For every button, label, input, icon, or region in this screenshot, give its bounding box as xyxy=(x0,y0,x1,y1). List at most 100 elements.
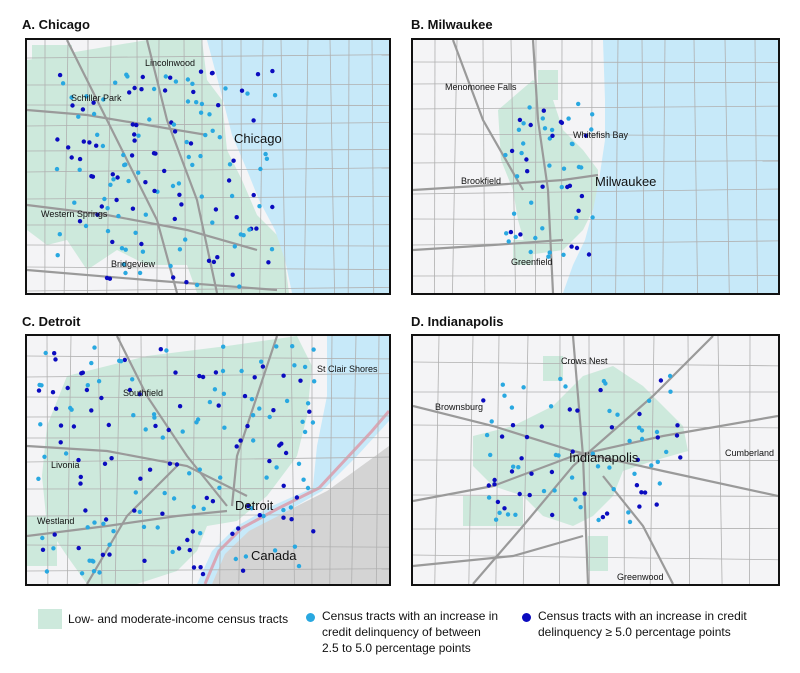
street xyxy=(452,40,458,293)
street xyxy=(27,456,389,463)
tract-dot-high xyxy=(198,69,204,74)
legend-lmi-label: Low- and moderate-income census tracts xyxy=(68,612,289,626)
tract-dot-mid xyxy=(198,110,204,115)
legend-lmi-swatch xyxy=(38,609,62,629)
tract-dot-mid xyxy=(657,481,662,486)
tract-dot-high xyxy=(215,255,220,260)
tract-dot-mid xyxy=(521,141,526,146)
tract-dot-mid xyxy=(155,525,160,530)
tract-dot-high xyxy=(550,512,555,518)
tract-dot-mid xyxy=(542,126,548,131)
label-city-indianapolis: Indianapolis xyxy=(569,450,639,465)
tract-dot-mid xyxy=(102,196,107,202)
tract-dot-mid xyxy=(257,204,262,209)
tract-dot-high xyxy=(84,387,90,393)
tract-dot-high xyxy=(171,275,176,280)
street xyxy=(413,188,778,195)
legend-high-line1: Census tracts with an increase in credit xyxy=(538,609,747,623)
tract-dot-high xyxy=(40,547,46,552)
tract-dot-mid xyxy=(183,237,188,242)
tract-dot-mid xyxy=(574,215,579,220)
panel-title-detroit: C. Detroit xyxy=(22,314,81,329)
tract-dot-mid xyxy=(258,166,263,172)
tract-dot-mid xyxy=(133,490,138,495)
label-st-clair-shores: St Clair Shores xyxy=(317,364,378,374)
tract-dot-mid xyxy=(141,524,147,530)
tract-dot-mid xyxy=(180,429,185,434)
panel-title-chicago: A. Chicago xyxy=(22,17,90,32)
tract-dot-high xyxy=(541,108,546,113)
tract-dot-high xyxy=(160,511,165,516)
tract-dot-mid xyxy=(117,358,122,363)
tract-dot-mid xyxy=(87,558,92,563)
tract-dot-high xyxy=(122,357,128,363)
label-western-springs: Western Springs xyxy=(41,209,108,219)
tract-dot-high xyxy=(191,565,197,570)
tract-dot-mid xyxy=(302,364,308,370)
street xyxy=(140,336,144,584)
tract-dot-mid xyxy=(547,250,552,255)
street xyxy=(27,373,389,378)
tract-dot-high xyxy=(70,103,75,108)
street xyxy=(27,513,389,517)
street xyxy=(240,40,243,293)
tract-dot-mid xyxy=(177,247,183,252)
tract-dot-mid xyxy=(171,496,177,501)
label-whitefish-bay: Whitefish Bay xyxy=(573,130,629,140)
tract-dot-high xyxy=(106,422,112,428)
tract-dot-mid xyxy=(288,505,294,510)
panel-title-milwaukee: B. Milwaukee xyxy=(411,17,493,32)
tract-dot-mid xyxy=(589,127,594,132)
tract-dot-high xyxy=(76,545,81,551)
street xyxy=(482,40,486,293)
tract-dot-mid xyxy=(503,152,508,158)
detroit-river xyxy=(197,406,389,584)
tract-dot-mid xyxy=(229,193,235,199)
label-westland: Westland xyxy=(37,516,75,526)
tract-dot-high xyxy=(527,492,532,498)
tract-dot-high xyxy=(574,245,580,251)
tract-dot-high xyxy=(188,141,194,146)
tract-dot-high xyxy=(94,143,99,148)
tract-dot-high xyxy=(549,469,555,475)
tract-dot-high xyxy=(281,373,286,378)
tract-dot-high xyxy=(524,434,530,440)
tract-dot-mid xyxy=(147,117,152,122)
tract-dot-mid xyxy=(533,235,538,241)
street xyxy=(413,361,778,367)
tract-dot-high xyxy=(191,89,196,95)
tract-dot-mid xyxy=(111,177,116,182)
tract-dot-mid xyxy=(221,391,227,396)
tract-dot-mid xyxy=(516,127,522,132)
tract-dot-high xyxy=(50,390,56,395)
tract-dot-mid xyxy=(627,519,633,525)
tract-dot-high xyxy=(481,398,486,403)
tract-dot-high xyxy=(654,502,659,507)
tract-dot-mid xyxy=(529,200,534,205)
tract-dot-mid xyxy=(217,135,222,140)
tract-dot-high xyxy=(110,239,115,245)
tract-dot-mid xyxy=(95,132,100,137)
tract-dot-high xyxy=(634,483,640,488)
tract-dot-high xyxy=(266,260,271,265)
highways xyxy=(27,336,279,584)
tract-dot-mid xyxy=(210,220,215,225)
tract-dot-mid xyxy=(60,81,66,86)
tract-dot-mid xyxy=(194,420,199,425)
street xyxy=(329,336,333,584)
tract-dot-high xyxy=(525,169,530,174)
tract-dot-mid xyxy=(513,512,518,517)
tract-dot-mid xyxy=(489,419,494,424)
tract-dot-mid xyxy=(207,112,212,117)
tract-dot-mid xyxy=(639,436,645,442)
tract-dot-high xyxy=(508,229,514,235)
tract-dot-mid xyxy=(187,471,192,476)
tract-dot-mid xyxy=(654,429,660,435)
tract-dot-mid xyxy=(615,412,620,417)
detroit-map: Southfield St Clair Shores Livonia Westl… xyxy=(25,334,391,586)
tract-dot-high xyxy=(642,490,648,495)
street xyxy=(27,54,389,59)
tract-dot-mid xyxy=(171,122,177,127)
tract-dot-high xyxy=(267,458,272,464)
tract-dot-high xyxy=(495,499,501,505)
